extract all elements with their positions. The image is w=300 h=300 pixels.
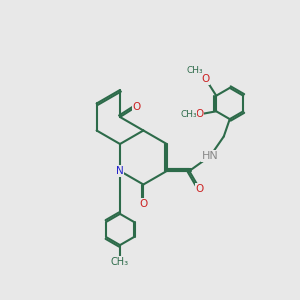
Text: CH₃: CH₃ [186, 66, 203, 75]
Text: CH₃: CH₃ [180, 110, 197, 119]
Text: O: O [139, 199, 148, 209]
Text: HN: HN [202, 151, 219, 161]
Text: O: O [202, 74, 210, 84]
Text: O: O [196, 184, 204, 194]
Text: O: O [196, 109, 204, 119]
Text: CH₃: CH₃ [111, 256, 129, 267]
Text: O: O [132, 101, 141, 112]
Text: N: N [116, 166, 124, 176]
